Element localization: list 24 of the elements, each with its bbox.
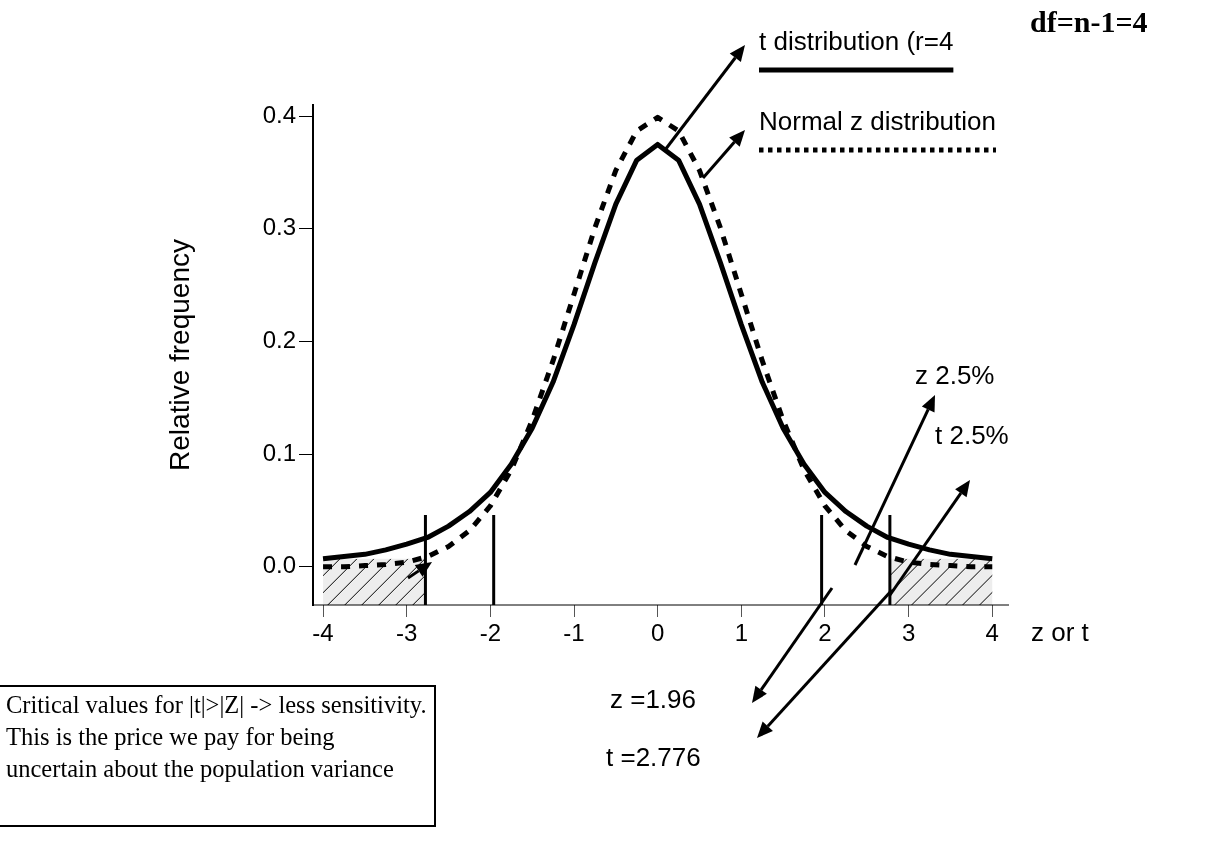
y-tick-label: 0.2 xyxy=(262,326,296,354)
y-tick-label: 0.3 xyxy=(262,213,296,241)
legend-label: Normal z distribution xyxy=(759,106,996,136)
x-tick-label: 3 xyxy=(901,619,916,647)
annotation: t 2.5% xyxy=(935,420,1009,451)
x-tick-label: -4 xyxy=(312,619,334,647)
y-tick-label: 0.1 xyxy=(262,438,296,466)
legend-label: t distribution (r=4 xyxy=(759,26,954,56)
annotation: z 2.5% xyxy=(915,360,995,391)
text: df=n-1=4 xyxy=(1030,5,1148,39)
x-tick-label: -3 xyxy=(396,619,418,647)
text: z =1.96 xyxy=(610,684,697,715)
y-axis-title: Relative frequency xyxy=(163,239,195,471)
x-tick-label: -1 xyxy=(563,619,585,647)
text: Critical values for |t|>|Z| -> less sensitivity. This is the price we pay for being uncertain about the population variance xyxy=(0,685,436,827)
x-tick-label: 0 xyxy=(650,619,665,647)
x-tick-label: -2 xyxy=(479,619,502,647)
y-tick-label: 0.0 xyxy=(262,551,296,579)
x-tick-label: 2 xyxy=(818,619,832,647)
x-tick-label: 1 xyxy=(734,619,748,647)
text: t =2.776 xyxy=(606,742,701,773)
x-tick-label: 4 xyxy=(985,619,999,647)
y-tick-label: 0.4 xyxy=(262,100,296,128)
x-axis-title: z or t xyxy=(1031,617,1089,648)
